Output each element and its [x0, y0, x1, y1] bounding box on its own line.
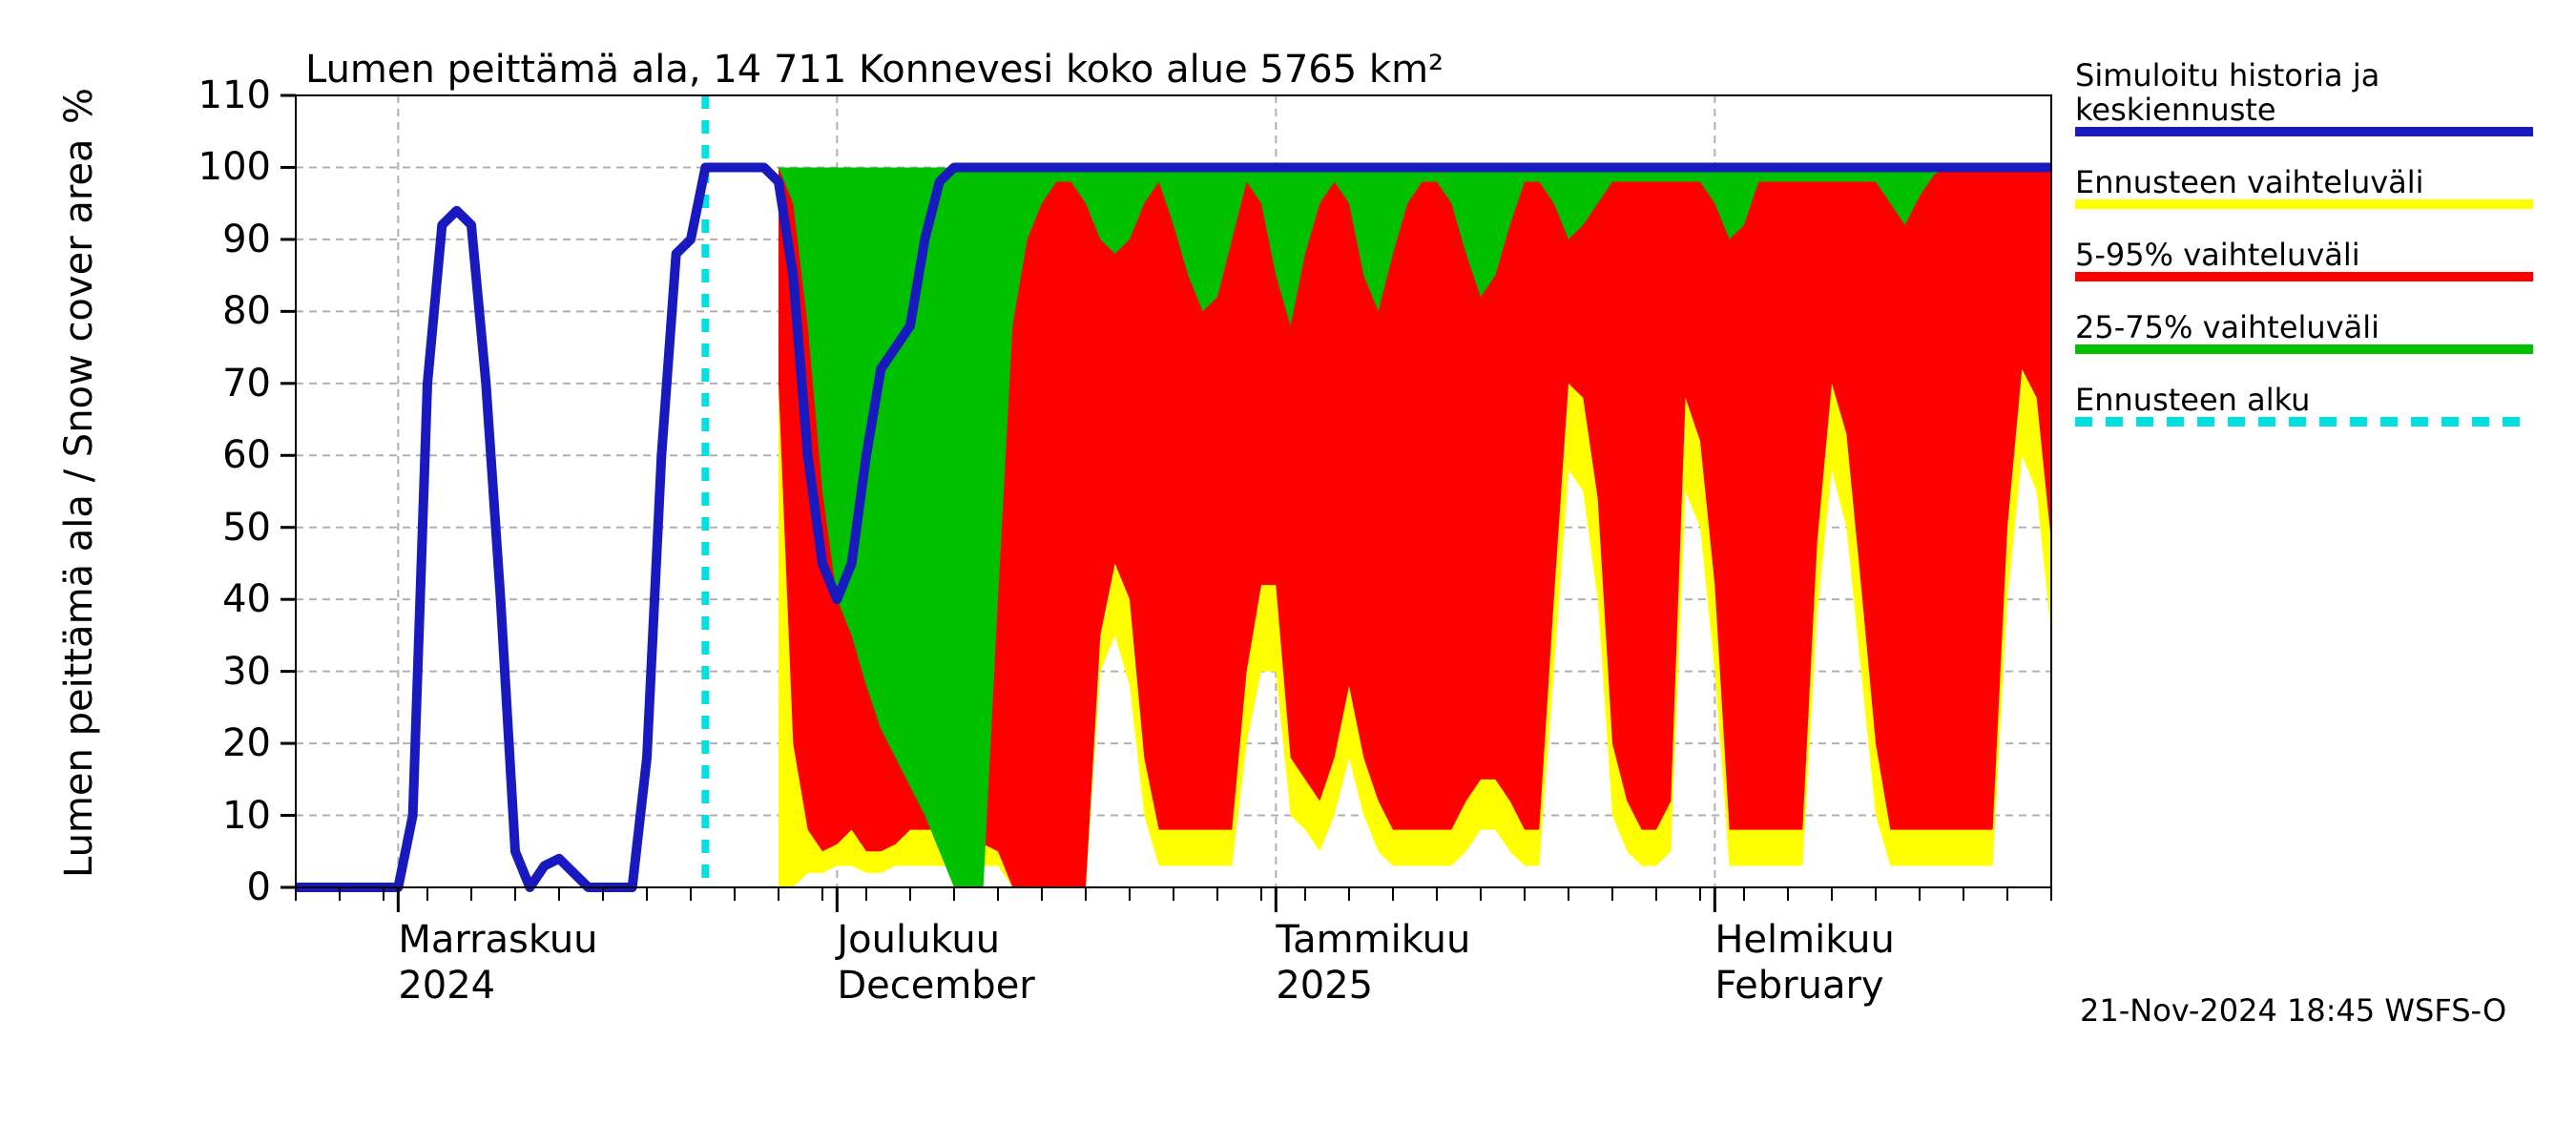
- y-tick-label: 70: [222, 362, 271, 406]
- chart-container: Lumen peittämä ala, 14 711 Konnevesi kok…: [0, 0, 2576, 1145]
- x-month-label-top: Helmikuu: [1714, 918, 1895, 962]
- legend-label: Ennusteen alku: [2075, 382, 2310, 418]
- y-tick-label: 110: [198, 73, 271, 117]
- x-month-label-top: Tammikuu: [1276, 918, 1470, 962]
- x-month-label-top: Marraskuu: [398, 918, 597, 962]
- y-tick-label: 90: [222, 218, 271, 261]
- legend-label: 25-75% vaihteluväli: [2075, 309, 2379, 345]
- legend-label: 5-95% vaihteluväli: [2075, 237, 2360, 273]
- x-month-label-bottom: 2024: [398, 964, 495, 1008]
- x-month-label-top: Joulukuu: [837, 918, 1000, 962]
- y-tick-label: 30: [222, 650, 271, 694]
- y-tick-label: 100: [198, 145, 271, 189]
- y-tick-label: 0: [247, 865, 271, 909]
- y-tick-label: 60: [222, 433, 271, 477]
- y-tick-label: 80: [222, 289, 271, 333]
- legend-label: Ennusteen vaihteluväli: [2075, 164, 2424, 200]
- y-tick-label: 20: [222, 721, 271, 765]
- legend-label: keskiennuste: [2075, 92, 2276, 128]
- x-month-label-bottom: February: [1714, 964, 1883, 1008]
- x-month-label-bottom: December: [837, 964, 1034, 1008]
- y-tick-label: 40: [222, 577, 271, 621]
- legend-label: Simuloitu historia ja: [2075, 57, 2379, 94]
- y-tick-label: 50: [222, 506, 271, 550]
- timestamp: 21-Nov-2024 18:45 WSFS-O: [2080, 992, 2506, 1029]
- y-tick-label: 10: [222, 794, 271, 838]
- x-month-label-bottom: 2025: [1276, 964, 1373, 1008]
